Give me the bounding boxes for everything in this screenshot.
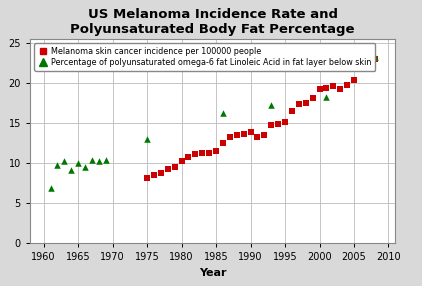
Point (47, 186, 54, 190)
Point (344, 82, 350, 87)
Point (316, 86, 323, 91)
Point (103, 158, 109, 162)
Point (227, 134, 233, 139)
Legend: Melanoma skin cancer incidence per 100000 people, Percentage of polyunsaturated : Melanoma skin cancer incidence per 10000… (34, 43, 375, 71)
Point (289, 109, 295, 113)
Point (295, 102, 302, 106)
X-axis label: Year: Year (199, 268, 226, 278)
Point (68, 168, 75, 172)
Point (281, 120, 288, 124)
Point (54, 162, 61, 167)
Point (351, 78, 357, 82)
Point (89, 158, 95, 162)
Point (144, 176, 151, 180)
Point (144, 137, 151, 141)
Point (185, 154, 192, 159)
Point (268, 122, 275, 127)
Point (240, 132, 247, 136)
Point (309, 96, 316, 100)
Point (219, 110, 226, 115)
Point (75, 161, 81, 165)
Point (323, 95, 330, 100)
Point (247, 130, 254, 134)
Point (219, 141, 226, 145)
Point (275, 122, 281, 126)
Point (199, 151, 206, 156)
Point (357, 63, 364, 67)
Point (371, 57, 378, 61)
Point (371, 55, 378, 59)
Point (81, 165, 88, 169)
Point (268, 102, 275, 107)
Point (95, 159, 102, 164)
Point (206, 150, 213, 155)
Point (261, 133, 268, 137)
Point (151, 173, 157, 177)
Point (213, 149, 219, 153)
Point (233, 133, 240, 137)
Point (254, 134, 261, 139)
Point (323, 86, 330, 90)
Point (171, 165, 178, 169)
Point (302, 101, 309, 105)
Point (61, 158, 68, 163)
Point (157, 170, 164, 175)
Point (165, 167, 171, 172)
Point (365, 67, 371, 72)
Title: US Melanoma Incidence Rate and
Polyunsaturated Body Fat Percentage: US Melanoma Incidence Rate and Polyunsat… (70, 8, 355, 36)
Point (337, 87, 344, 92)
Point (192, 152, 199, 156)
Point (178, 159, 185, 164)
Point (330, 84, 337, 88)
